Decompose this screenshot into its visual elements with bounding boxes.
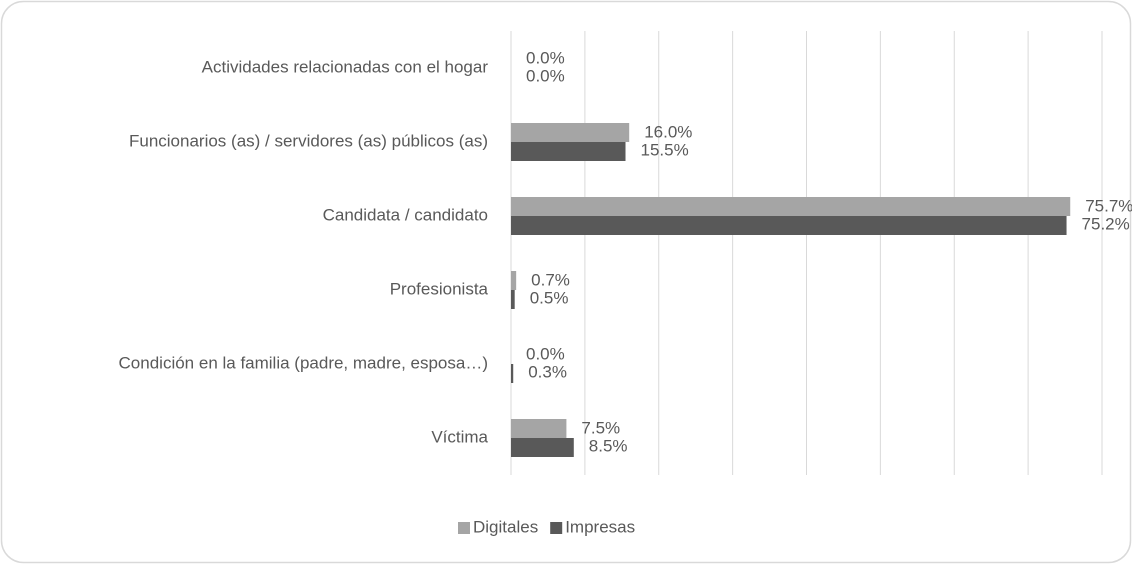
bar <box>511 123 630 142</box>
y-tick-label: Condición en la familia (padre, madre, e… <box>119 353 488 372</box>
y-tick-label: Víctima <box>431 427 488 446</box>
data-label: 16.0% <box>644 122 692 141</box>
bar <box>511 364 514 383</box>
data-label: 0.7% <box>531 270 570 289</box>
data-label: 75.7% <box>1085 196 1132 215</box>
data-label: 8.5% <box>589 436 628 455</box>
data-label: 0.3% <box>528 362 567 381</box>
data-label: 0.0% <box>526 48 565 67</box>
data-label: 15.5% <box>641 140 689 159</box>
y-tick-label: Funcionarios (as) / servidores (as) públ… <box>129 131 488 150</box>
legend-swatch <box>458 522 470 534</box>
bar <box>511 438 574 457</box>
bar <box>511 197 1071 216</box>
data-label: 0.5% <box>530 288 569 307</box>
bar <box>511 216 1067 235</box>
bar <box>511 142 626 161</box>
bar <box>511 419 567 438</box>
data-label: 75.2% <box>1082 214 1130 233</box>
y-tick-label: Profesionista <box>390 279 489 298</box>
legend-swatch <box>550 522 563 534</box>
bar <box>511 271 517 290</box>
legend-label: Digitales <box>473 517 538 536</box>
legend-label: Impresas <box>565 517 635 536</box>
y-tick-label: Actividades relacionadas con el hogar <box>202 57 489 76</box>
data-label: 0.0% <box>526 66 565 85</box>
data-label: 0.0% <box>526 344 565 363</box>
bar <box>511 290 515 309</box>
y-tick-label: Candidata / candidato <box>323 205 488 224</box>
data-label: 7.5% <box>581 418 620 437</box>
